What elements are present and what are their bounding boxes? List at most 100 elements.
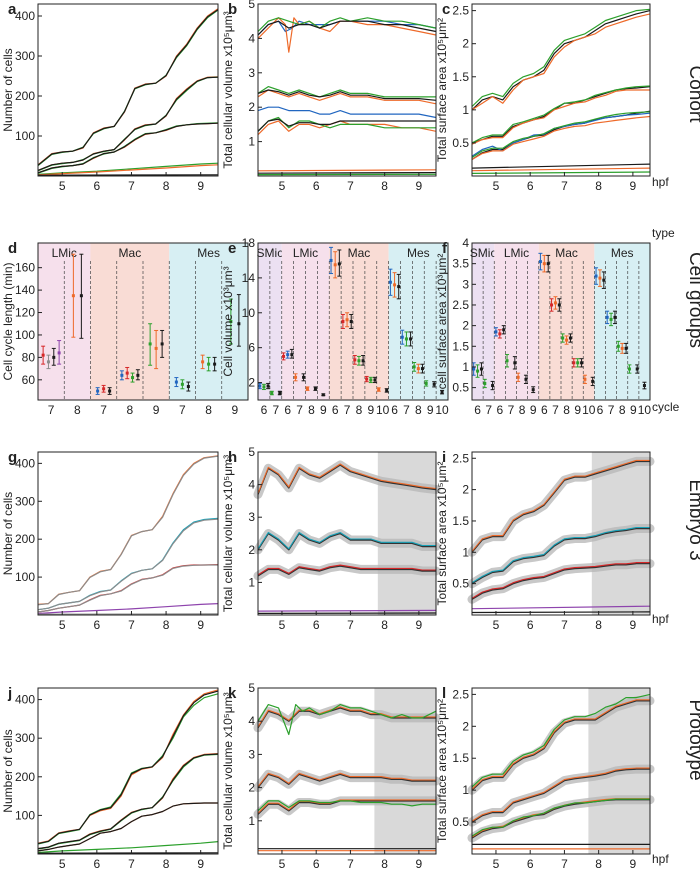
series-line-i-1 [471,526,650,584]
y-tick-label-k-0: 1 [248,814,255,828]
panel-label-h: h [228,449,237,466]
x-tick-label-a-4: 9 [197,179,204,193]
mean-marker-e-0-0 [258,384,262,388]
y-tick-label-h-3: 4 [248,478,255,492]
mean-marker-d-5-0 [174,380,178,384]
x-tick-label-e-6: 6 [332,403,339,417]
y-axis-label-f: cell surface area x10³μm² [435,254,449,390]
row-label-prototype: Prototype [685,699,700,780]
x-tick-label-l-1: 6 [527,857,534,869]
x-tick-label-e-0: 6 [261,403,268,417]
y-tick-label-h-1: 2 [248,543,255,557]
x-tick-label-j-4: 9 [197,857,204,869]
series-line-b-4 [257,89,437,105]
y-tick-label-c-1: 1 [462,103,469,117]
mean-marker-f-0-2 [479,367,483,371]
mean-marker-d-5-2 [186,385,190,389]
mean-marker-e-8-0 [353,358,357,362]
y-tick-label-i-1: 1 [462,545,469,559]
x-tick-label-e-8: 8 [356,403,363,417]
band-f-3 [594,243,650,400]
y-tick-label-c-3: 2 [462,37,469,51]
series-line-j-2 [37,690,219,845]
y-tick-label-i-2: 1.5 [452,514,469,528]
x-tick-label-b-1: 6 [313,179,320,193]
hpf-label-row4: hpf [652,852,669,866]
x-tick-label-a-2: 7 [128,179,135,193]
x-tick-label-f-11: 6 [597,403,604,417]
y-axis-label-c: Total surface area x10⁵μm² [435,18,449,162]
band-label-d-0: LMic [52,246,77,260]
x-tick-label-f-12: 7 [608,403,615,417]
x-tick-label-c-2: 7 [561,179,568,193]
mean-marker-f-14-1 [635,367,639,371]
y-tick-label-l-4: 2.5 [452,687,469,701]
series-line-l-2 [471,767,650,822]
x-tick-label-b-3: 8 [381,179,388,193]
y-tick-label-e-2: 10 [242,306,256,320]
row-label-embryo-3: Embryo 3 [685,479,700,560]
mean-marker-f-10-1 [591,379,595,383]
band-label-e-1: LMic [293,246,318,260]
x-tick-label-f-4: 8 [519,403,526,417]
mean-marker-e-4-1 [313,387,317,391]
panel-label-c: c [442,1,450,18]
y-tick-label-c-2: 1.5 [452,70,469,84]
x-tick-label-k-3: 8 [381,857,388,869]
mean-marker-d-2-1 [102,387,106,391]
series-line-a-6 [37,122,219,174]
mean-marker-f-11-0 [594,274,598,278]
mean-marker-f-2-2 [502,328,506,332]
y-tick-label-a-1: 200 [15,89,35,103]
series-mean-k-0 [257,707,436,729]
x-tick-label-f-7: 7 [552,403,559,417]
band-label-e-2: Mac [348,246,371,260]
band-label-e-3: Mes [407,246,430,260]
series-line-b-9 [257,116,436,132]
x-tick-label-f-6: 6 [541,403,548,417]
mean-marker-f-12-2 [613,315,617,319]
y-axis-label-a: Number of cells [1,48,15,131]
series-mean-k-2 [257,773,436,789]
y-tick-label-a-2: 300 [15,49,35,63]
x-tick-label-k-2: 7 [347,857,354,869]
mean-marker-e-11-2 [397,285,401,289]
x-tick-label-d-2: 7 [100,403,107,417]
mean-marker-e-11-0 [388,280,392,284]
series-line-j-5 [37,753,219,850]
mean-marker-e-7-1 [345,318,349,322]
series-line-a-5 [37,76,219,171]
mean-marker-f-4-1 [524,377,528,381]
series-line-h-2 [257,564,436,576]
series-line-j-0 [37,689,219,844]
series-line-b-11 [257,169,437,172]
y-tick-label-c-0: 0.5 [452,136,469,150]
x-tick-label-f-15: 10 [638,403,652,417]
panel-label-k: k [228,685,237,702]
plot-frame-d [37,242,249,401]
y-tick-label-l-1: 1 [462,783,469,797]
x-tick-label-e-5: 9 [320,403,327,417]
mean-marker-f-0-0 [472,367,476,371]
mean-marker-f-9-2 [580,361,584,365]
series-line-c-12 [471,171,651,174]
band-label-f-3: Mes [611,246,634,260]
band-d-1 [90,243,170,400]
chart-d: d Cell cycle length (min) LMic Mac Mes 7 8 7 8 9 7… [1,240,249,417]
plot-frame-c [471,3,651,177]
mean-marker-e-10-0 [377,388,381,392]
panel-label-j: j [7,685,12,702]
shaded-region-h [377,452,436,615]
mean-marker-f-14-0 [627,367,631,371]
y-tick-label-b-1: 2 [248,100,255,114]
chart-g: g Number of cells 5 6 7 8 9 100 200 300 400 [1,449,219,632]
series-line-b-7 [257,106,437,119]
series-line-i-2 [471,562,650,599]
mean-marker-e-4-0 [305,387,309,391]
mean-marker-e-3-1 [302,375,306,379]
series-line-g-6 [37,603,219,615]
y-tick-label-e-1: 6 [248,341,255,355]
mean-marker-e-9-1 [369,378,373,382]
y-tick-label-d-4: 140 [15,283,35,297]
